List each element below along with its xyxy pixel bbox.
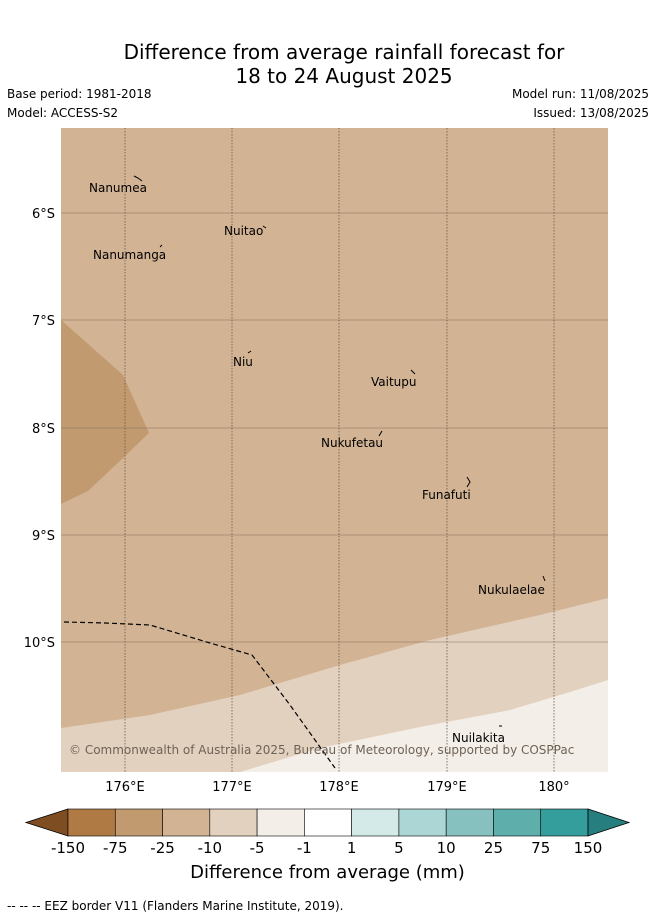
island-shape-funafuti [466,476,471,488]
region-minus5-minus1 [240,680,608,772]
colorbar-segment [304,808,352,837]
model-run: Model run: 11/08/2025 [511,87,649,101]
island-label-nuitao: Nuitao [224,224,263,238]
model-name: Model: ACCESS-S2 [7,106,119,120]
island-label-nanumanga: Nanumanga [93,248,166,262]
colorbar-tick-label: 75 [531,839,550,857]
lat-label-8s: 8°S [32,422,55,437]
colorbar-tick-labels: -150 -75 -25 -10 -5 -1 1 5 10 25 75 150 [51,839,602,857]
lon-label-179e: 179°E [427,780,467,795]
colorbar [24,808,631,837]
eez-legend-note: -- -- -- EEZ border V11 (Flanders Marine… [7,899,344,913]
colorbar-segment [209,808,258,837]
colorbar-segment [493,808,542,837]
colorbar-tick-label: 10 [437,839,456,857]
colorbar-tick-label: 1 [347,839,357,857]
island-markers [133,175,546,727]
colorbar-tick-label: 150 [574,839,603,857]
island-label-nuilakita: Nuilakita [452,731,505,745]
lon-label-176e: 176°E [105,780,145,795]
base-period: Base period: 1981-2018 [7,87,152,101]
colorbar-tick-label: -10 [198,839,223,857]
colorbar-tick-label: 5 [394,839,404,857]
colorbar-segment [256,808,305,837]
lat-label-9s: 9°S [32,529,55,544]
colorbar-segment [114,808,163,837]
island-label-nanumea: Nanumea [89,181,147,195]
lat-label-7s: 7°S [32,314,55,329]
colorbar-segment [351,808,400,837]
island-label-nukufetau: Nukufetau [321,436,383,450]
lat-label-10s: 10°S [24,636,55,651]
colorbar-extend-high [587,808,631,837]
island-shape-nukufetau [378,430,383,437]
lon-label-177e: 177°E [212,780,252,795]
island-shape-nuitao [262,225,267,229]
colorbar-tick-label: -150 [51,839,85,857]
colorbar-tick-label: -5 [250,839,265,857]
island-label-funafuti: Funafuti [422,488,471,502]
map-title: Difference from average rainfall forecas… [0,40,655,88]
eez-border-line [63,621,336,769]
colorbar-tick-label: -75 [103,839,128,857]
lon-label-178e: 178°E [319,780,359,795]
colorbar-tick-label: 25 [484,839,503,857]
lat-label-6s: 6°S [32,207,55,222]
title-line-2: 18 to 24 August 2025 [235,64,453,88]
lon-label-180: 180° [538,780,569,795]
colorbar-segment [540,808,589,837]
colorbar-segment [162,808,211,837]
colorbar-title: Difference from average (mm) [190,862,465,883]
island-shape-vaitupu [410,369,416,375]
island-shape-nanumea [133,175,143,182]
title-line-1: Difference from average rainfall forecas… [123,40,565,64]
region-minus75-minus25 [61,320,149,504]
colorbar-tick-label: -25 [150,839,175,857]
longitude-gridlines [124,128,555,772]
island-shape-nukulaelae [542,575,546,582]
island-shape-niu [247,350,252,354]
latitude-gridlines [61,212,608,643]
colorbar-tick-label: -1 [297,839,312,857]
colorbar-segment [67,808,116,837]
island-label-niu: Niu [233,355,253,369]
island-label-vaitupu: Vaitupu [371,375,417,389]
island-label-nukulaelae: Nukulaelae [478,583,545,597]
copyright-notice: © Commonwealth of Australia 2025, Bureau… [69,743,574,757]
issued-date: Issued: 13/08/2025 [533,106,649,120]
island-shape-nanumanga [159,244,163,248]
colorbar-segment [398,808,447,837]
colorbar-segment [445,808,494,837]
colorbar-extend-low [24,808,69,837]
